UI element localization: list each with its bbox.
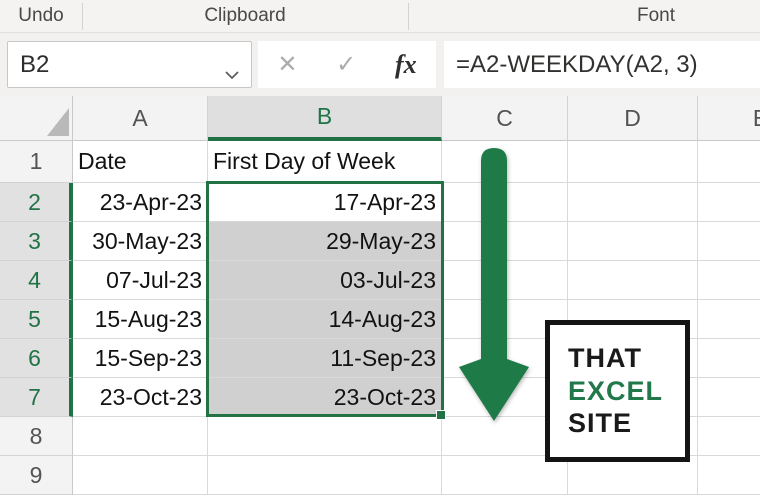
cell-a4[interactable]: 07-Jul-23	[73, 261, 208, 300]
ribbon-group-font: Font	[636, 5, 676, 26]
cell-d9[interactable]	[568, 456, 698, 495]
cell-a6[interactable]: 15-Sep-23	[73, 339, 208, 378]
cell-c9[interactable]	[442, 456, 568, 495]
row-header-6[interactable]: 6	[0, 339, 73, 378]
cell-a8[interactable]	[73, 417, 208, 456]
cell-e6[interactable]	[698, 339, 760, 378]
row-header-9[interactable]: 9	[0, 456, 73, 495]
row-header-5[interactable]: 5	[0, 300, 73, 339]
ribbon-group-undo: Undo	[18, 5, 64, 26]
worksheet: A B C D E 1 Date First Day of Week 2 23-…	[0, 96, 760, 496]
cell-d4[interactable]	[568, 261, 698, 300]
row-header-4[interactable]: 4	[0, 261, 73, 300]
column-header-b[interactable]: B	[208, 96, 442, 141]
ribbon-group-clipboard: Clipboard	[204, 5, 286, 26]
formula-bar[interactable]: =A2-WEEKDAY(A2, 3)	[444, 41, 760, 88]
logo-line-site: SITE	[568, 408, 633, 439]
column-header-e[interactable]: E	[698, 96, 760, 141]
cell-c1[interactable]	[442, 141, 568, 183]
cell-b4[interactable]: 03-Jul-23	[208, 261, 442, 300]
cancel-icon[interactable]: ✕	[277, 50, 298, 78]
formula-toolbar: B2 ✕ ✓ fx =A2-WEEKDAY(A2, 3)	[0, 33, 760, 96]
cell-b8[interactable]	[208, 417, 442, 456]
cell-a1[interactable]: Date	[73, 141, 208, 183]
name-box[interactable]: B2	[7, 41, 252, 88]
ribbon-divider	[408, 3, 409, 30]
cell-e9[interactable]	[698, 456, 760, 495]
cell-e1[interactable]	[698, 141, 760, 183]
cell-a9[interactable]	[73, 456, 208, 495]
cell-a2[interactable]: 23-Apr-23	[73, 183, 208, 222]
formula-buttons: ✕ ✓ fx	[258, 41, 436, 88]
cell-c4[interactable]	[442, 261, 568, 300]
logo-line-excel: EXCEL	[568, 375, 664, 406]
cell-b5[interactable]: 14-Aug-23	[208, 300, 442, 339]
column-header-a[interactable]: A	[73, 96, 208, 141]
cell-e8[interactable]	[698, 417, 760, 456]
column-header-c[interactable]: C	[442, 96, 568, 141]
row-header-3[interactable]: 3	[0, 222, 73, 261]
insert-function-icon[interactable]: fx	[394, 49, 417, 79]
cell-b6[interactable]: 11-Sep-23	[208, 339, 442, 378]
cell-b7[interactable]: 23-Oct-23	[208, 378, 442, 417]
cell-b1[interactable]: First Day of Week	[208, 141, 442, 183]
select-all-button[interactable]	[0, 96, 73, 141]
column-header-d[interactable]: D	[568, 96, 698, 141]
that-excel-site-logo: THAT EXCEL SITE	[545, 320, 690, 462]
cell-c2[interactable]	[442, 183, 568, 222]
cell-d2[interactable]	[568, 183, 698, 222]
cell-b3[interactable]: 29-May-23	[208, 222, 442, 261]
cell-b9[interactable]	[208, 456, 442, 495]
ribbon-divider	[82, 3, 83, 30]
formula-text: =A2-WEEKDAY(A2, 3)	[456, 50, 698, 78]
cell-e2[interactable]	[698, 183, 760, 222]
fill-handle[interactable]	[436, 410, 446, 420]
row-header-7[interactable]: 7	[0, 378, 73, 417]
select-all-triangle-icon	[47, 108, 69, 136]
enter-check-icon[interactable]: ✓	[336, 50, 357, 78]
row-header-1[interactable]: 1	[0, 141, 73, 183]
cell-a3[interactable]: 30-May-23	[73, 222, 208, 261]
cell-b2-active[interactable]: 17-Apr-23	[208, 183, 442, 222]
cell-e5[interactable]	[698, 300, 760, 339]
cell-a5[interactable]: 15-Aug-23	[73, 300, 208, 339]
name-box-value: B2	[20, 50, 50, 78]
cell-a7[interactable]: 23-Oct-23	[73, 378, 208, 417]
cell-e4[interactable]	[698, 261, 760, 300]
cell-d1[interactable]	[568, 141, 698, 183]
row-header-8[interactable]: 8	[0, 417, 73, 456]
chevron-down-icon[interactable]	[225, 59, 239, 87]
ribbon-group-strip: Undo Clipboard Font	[0, 0, 760, 33]
logo-line-that: THAT	[568, 342, 642, 373]
row-header-2[interactable]: 2	[0, 183, 73, 222]
cell-d3[interactable]	[568, 222, 698, 261]
cell-c3[interactable]	[442, 222, 568, 261]
cell-e7[interactable]	[698, 378, 760, 417]
cell-e3[interactable]	[698, 222, 760, 261]
